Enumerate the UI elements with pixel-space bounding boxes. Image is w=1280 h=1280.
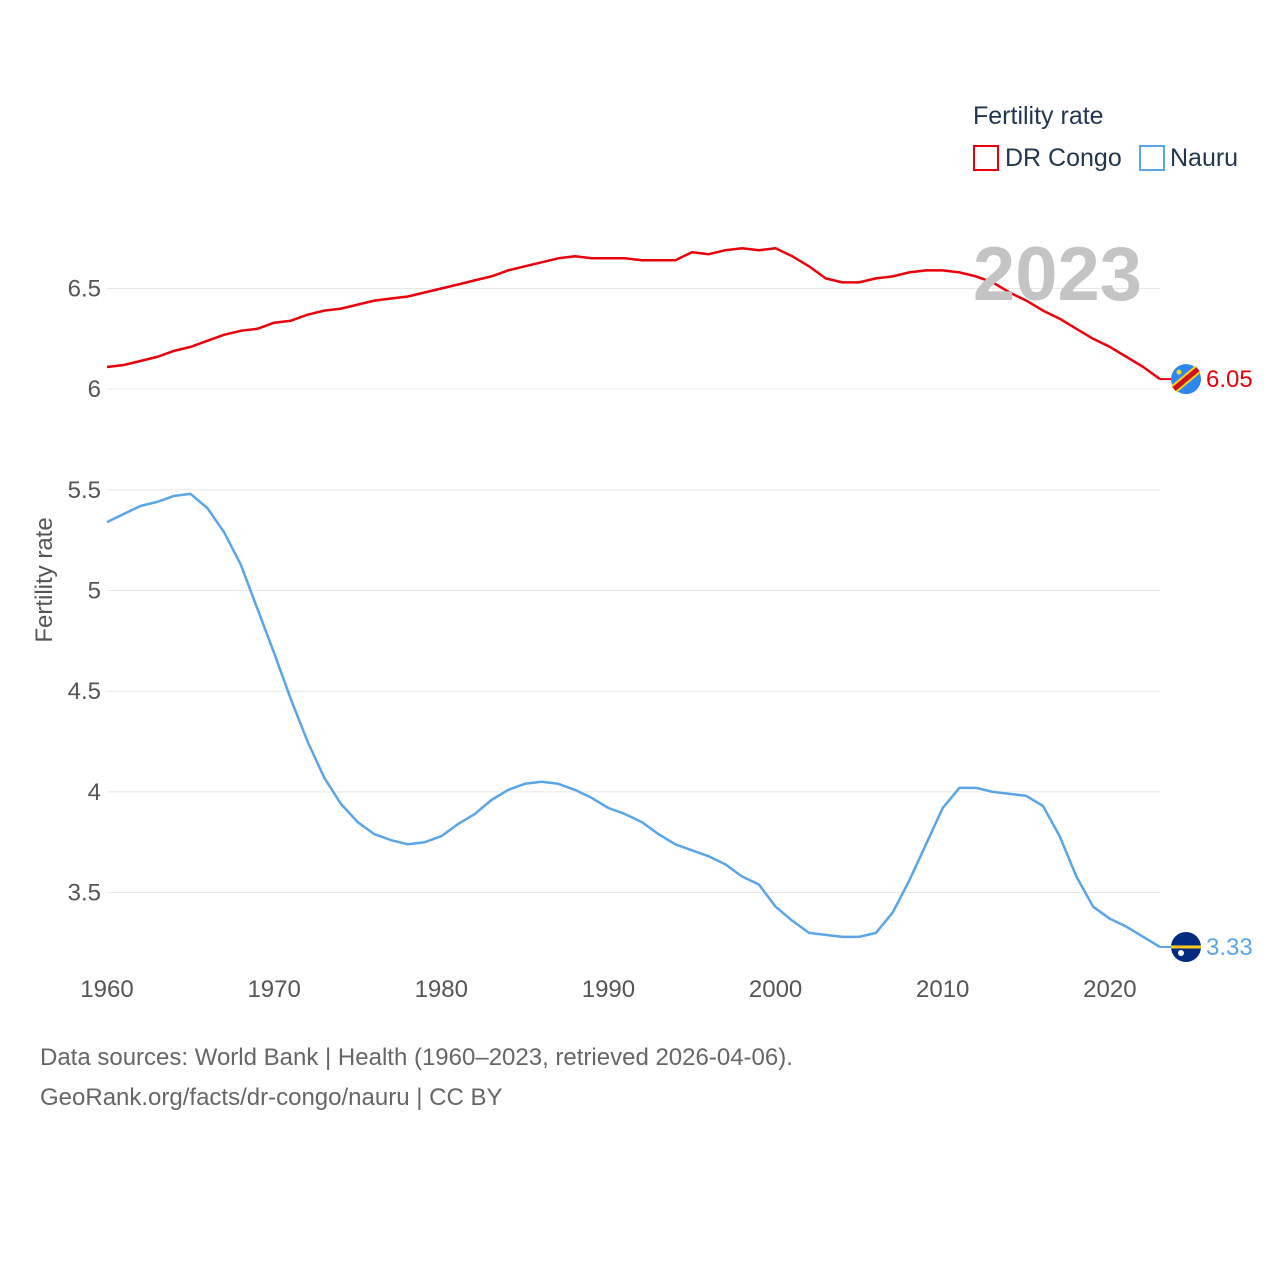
end-value-label-dr-congo: 6.05: [1206, 366, 1253, 393]
end-value-label-nauru: 3.33: [1206, 934, 1253, 961]
x-tick-label: 2010: [916, 976, 969, 1003]
x-tick-label: 1980: [415, 976, 468, 1003]
flag-icon-dr-congo: [1160, 364, 1201, 395]
y-tick-label: 4: [88, 779, 101, 806]
series-lines: [106, 246, 1161, 949]
series-end-markers: 6.05 3.33: [1160, 364, 1253, 962]
legend-label-nauru[interactable]: Nauru: [1170, 144, 1238, 172]
y-axis-ticks: 3.5 4 4.5 5 5.5 6 6.5: [68, 275, 101, 906]
series-line-nauru[interactable]: [106, 492, 1161, 949]
footer-sources: Data sources: World Bank | Health (1960–…: [40, 1044, 793, 1071]
legend-title: Fertility rate: [973, 102, 1104, 130]
x-tick-label: 1970: [247, 976, 300, 1003]
y-tick-label: 4.5: [68, 678, 101, 705]
series-line-dr-congo[interactable]: [106, 246, 1161, 381]
footer-attribution[interactable]: GeoRank.org/facts/dr-congo/nauru | CC BY: [40, 1084, 503, 1111]
x-axis-ticks: 1960 1970 1980 1990 2000 2010 2020: [80, 976, 1136, 1003]
y-axis-title: Fertility rate: [31, 517, 58, 642]
legend-swatch-dr-congo[interactable]: [973, 145, 999, 171]
y-tick-label: 3.5: [68, 880, 101, 907]
y-tick-label: 6.5: [68, 275, 101, 302]
x-tick-label: 1990: [582, 976, 635, 1003]
flag-icon-nauru: [1160, 931, 1201, 962]
y-tick-label: 5: [88, 578, 101, 605]
x-tick-label: 1960: [80, 976, 133, 1003]
x-tick-label: 2020: [1083, 976, 1136, 1003]
y-tick-label: 5.5: [68, 477, 101, 504]
y-tick-label: 6: [88, 376, 101, 403]
x-tick-label: 2000: [749, 976, 802, 1003]
legend-label-dr-congo[interactable]: DR Congo: [1005, 144, 1122, 172]
legend[interactable]: Fertility rate DR Congo Nauru: [973, 102, 1238, 172]
legend-swatch-nauru[interactable]: [1139, 145, 1165, 171]
gridlines: [107, 287, 1160, 894]
year-label: 2023: [973, 232, 1142, 317]
